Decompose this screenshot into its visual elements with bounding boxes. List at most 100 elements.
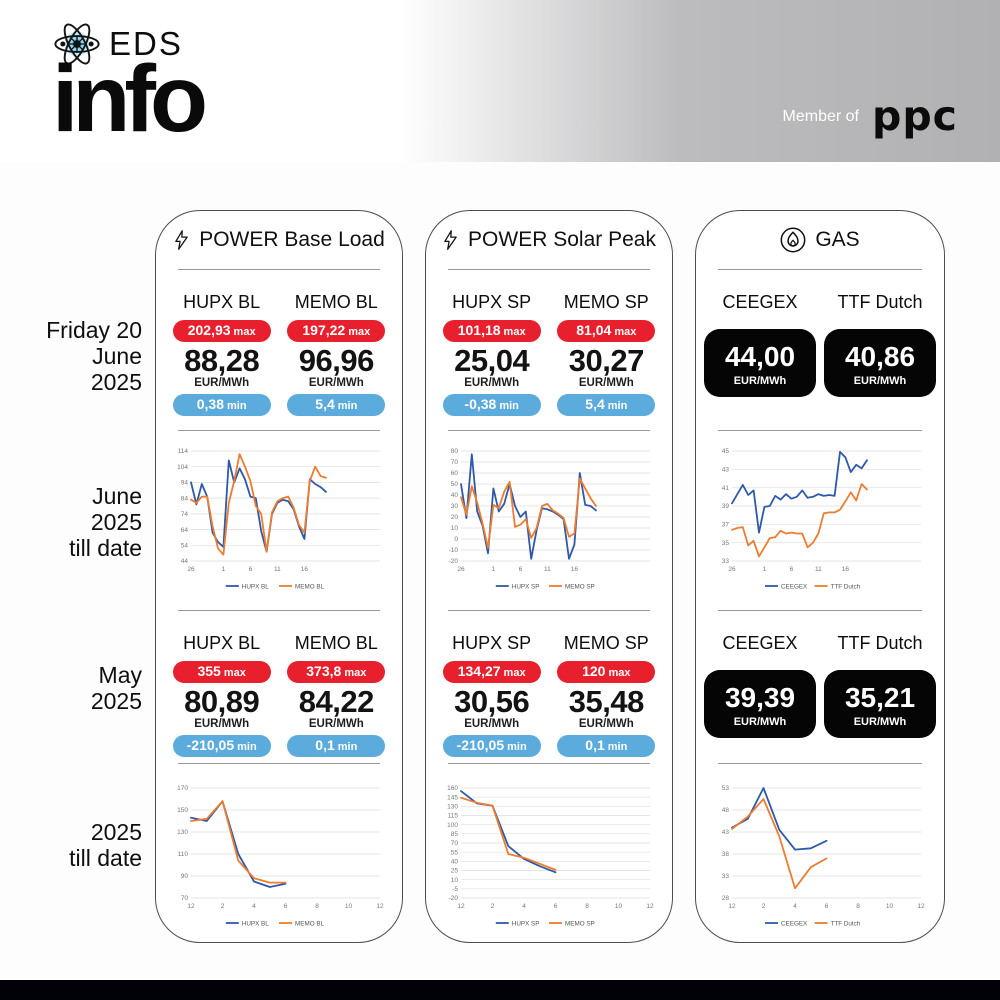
price-value: 80,89 <box>184 684 260 719</box>
gas-price-box: 39,39 EUR/MWh <box>704 670 816 738</box>
svg-text:6: 6 <box>284 903 288 910</box>
power-solar-peak-card: POWER Solar Peak HUPX SP 101,18 max 25,04… <box>425 210 673 943</box>
svg-text:16: 16 <box>842 566 850 573</box>
member-of-label: Member of <box>782 107 859 125</box>
ppc-logo: ppc <box>871 92 958 140</box>
min-badge: 5,4 min <box>287 394 386 417</box>
stat-hupx-sp-may: HUPX SP 134,27 max 30,56 EUR/MWh -210,05 m… <box>442 633 541 763</box>
price-value: 96,96 <box>298 343 375 378</box>
gas-price-box: 44,00 EUR/MWh <box>704 329 816 397</box>
svg-text:HUPX BL: HUPX BL <box>242 583 269 590</box>
price-value: 25,04 <box>454 343 530 378</box>
row-label-day: Friday 20 June 2025 <box>46 317 142 395</box>
svg-text:84: 84 <box>181 495 189 502</box>
svg-text:-10: -10 <box>449 547 459 554</box>
svg-text:150: 150 <box>177 807 188 814</box>
svg-text:2: 2 <box>762 903 766 910</box>
svg-text:44: 44 <box>181 558 189 565</box>
svg-text:40: 40 <box>451 859 459 866</box>
chart-section-gas-ytd: 28 33 38 43 48 53 12 2 4 6 8 10 12 CEEGEX TTF Dutch <box>696 764 944 942</box>
may-stats-gas: CEEGEX 39,39 EUR/MWh TTF Dutch 35,21 EUR… <box>696 611 944 763</box>
svg-text:53: 53 <box>722 785 730 792</box>
svg-text:10: 10 <box>886 903 894 910</box>
svg-text:11: 11 <box>274 566 281 573</box>
stat-memo-sp-day: MEMO SP 81,04 max 30,27 EUR/MWh 5,4 min <box>557 292 656 430</box>
svg-text:0: 0 <box>454 536 458 543</box>
svg-text:55: 55 <box>451 849 459 856</box>
price-value: 30,56 <box>454 684 530 719</box>
svg-text:1: 1 <box>222 566 226 573</box>
divider <box>178 430 380 431</box>
svg-text:50: 50 <box>451 481 459 488</box>
svg-text:4: 4 <box>252 903 256 910</box>
svg-text:12: 12 <box>728 903 736 910</box>
max-badge: 120 max <box>557 661 656 683</box>
svg-text:4: 4 <box>522 903 526 910</box>
stat-memo-sp-may: MEMO SP 120 max 35,48 EUR/MWh 0,1 min <box>557 633 656 763</box>
min-badge: 0,38 min <box>172 394 271 417</box>
svg-text:130: 130 <box>447 804 458 811</box>
svg-text:CEEGEX: CEEGEX <box>781 920 808 927</box>
min-badge: -210,05 min <box>442 735 541 758</box>
svg-text:115: 115 <box>448 813 459 820</box>
svg-text:70: 70 <box>181 895 189 902</box>
max-badge: 355 max <box>172 661 271 683</box>
svg-text:33: 33 <box>722 558 730 565</box>
max-badge: 202,93 max <box>172 320 271 342</box>
svg-text:6: 6 <box>825 903 829 910</box>
svg-text:16: 16 <box>301 566 309 573</box>
svg-text:39: 39 <box>722 503 730 510</box>
gas-card: GAS CEEGEX 44,00 EUR/MWh TTF Dutch 40,86… <box>695 210 945 943</box>
svg-text:30: 30 <box>451 503 459 510</box>
min-badge: 5,4 min <box>557 394 656 417</box>
svg-text:12: 12 <box>376 903 384 910</box>
svg-text:54: 54 <box>181 543 189 550</box>
price-unit: EUR/MWh <box>194 377 250 390</box>
svg-text:HUPX SP: HUPX SP <box>512 920 540 927</box>
divider <box>718 763 922 764</box>
svg-text:28: 28 <box>722 895 730 902</box>
svg-text:37: 37 <box>722 522 730 529</box>
stat-hupx-bl-day: HUPX BL 202,93 max 88,28 EUR/MWh 0,38 min <box>172 292 271 430</box>
gas-price-box: 40,86 EUR/MWh <box>824 329 936 397</box>
svg-text:1: 1 <box>492 566 496 573</box>
min-badge: -0,38 min <box>442 394 541 417</box>
divider <box>448 430 650 431</box>
min-badge: -210,05 min <box>172 735 271 758</box>
max-badge: 373,8 max <box>287 661 386 683</box>
svg-text:25: 25 <box>451 868 459 875</box>
svg-text:26: 26 <box>187 566 195 573</box>
svg-text:100: 100 <box>447 822 458 829</box>
card-title-solar-peak: POWER Solar Peak <box>426 211 672 269</box>
min-badge: 0,1 min <box>287 735 386 758</box>
svg-text:70: 70 <box>451 840 459 847</box>
chart-bl-ytd: 70 90 110 130 150 170 12 2 4 6 8 10 12 HUPX BL MEMO BL <box>177 785 384 927</box>
may-stats-base-load: HUPX BL 355 max 80,89 EUR/MWh -210,05 min … <box>156 611 402 763</box>
svg-text:10: 10 <box>345 903 353 910</box>
stat-hupx-bl-may: HUPX BL 355 max 80,89 EUR/MWh -210,05 min <box>172 633 271 763</box>
svg-text:HUPX BL: HUPX BL <box>242 920 269 927</box>
price-unit: EUR/MWh <box>194 718 250 731</box>
lightning-icon <box>444 230 457 250</box>
stat-memo-bl-day: MEMO BL 197,22 max 96,96 EUR/MWh 5,4 min <box>287 292 386 430</box>
may-stats-solar-peak: HUPX SP 134,27 max 30,56 EUR/MWh -210,05 m… <box>426 611 672 763</box>
price-value: 88,28 <box>184 343 260 378</box>
price-unit: EUR/MWh <box>578 718 634 731</box>
svg-text:94: 94 <box>181 480 189 487</box>
min-badge: 0,1 min <box>557 735 656 758</box>
svg-text:64: 64 <box>181 527 189 534</box>
price-unit: EUR/MWh <box>308 718 364 731</box>
row-label-ytd: 2025 till date <box>69 819 142 871</box>
max-badge: 134,27 max <box>442 661 541 683</box>
svg-text:38: 38 <box>722 851 730 858</box>
svg-text:6: 6 <box>249 566 253 573</box>
chart-section-sp-june: -20 -10 0 10 20 30 40 50 60 70 80 26 1 6 11 16 HUPX SP ME… <box>426 431 672 610</box>
lightning-icon <box>175 230 189 250</box>
svg-text:48: 48 <box>722 807 730 814</box>
svg-text:41: 41 <box>722 485 730 492</box>
divider <box>718 610 922 611</box>
svg-text:11: 11 <box>544 566 551 573</box>
